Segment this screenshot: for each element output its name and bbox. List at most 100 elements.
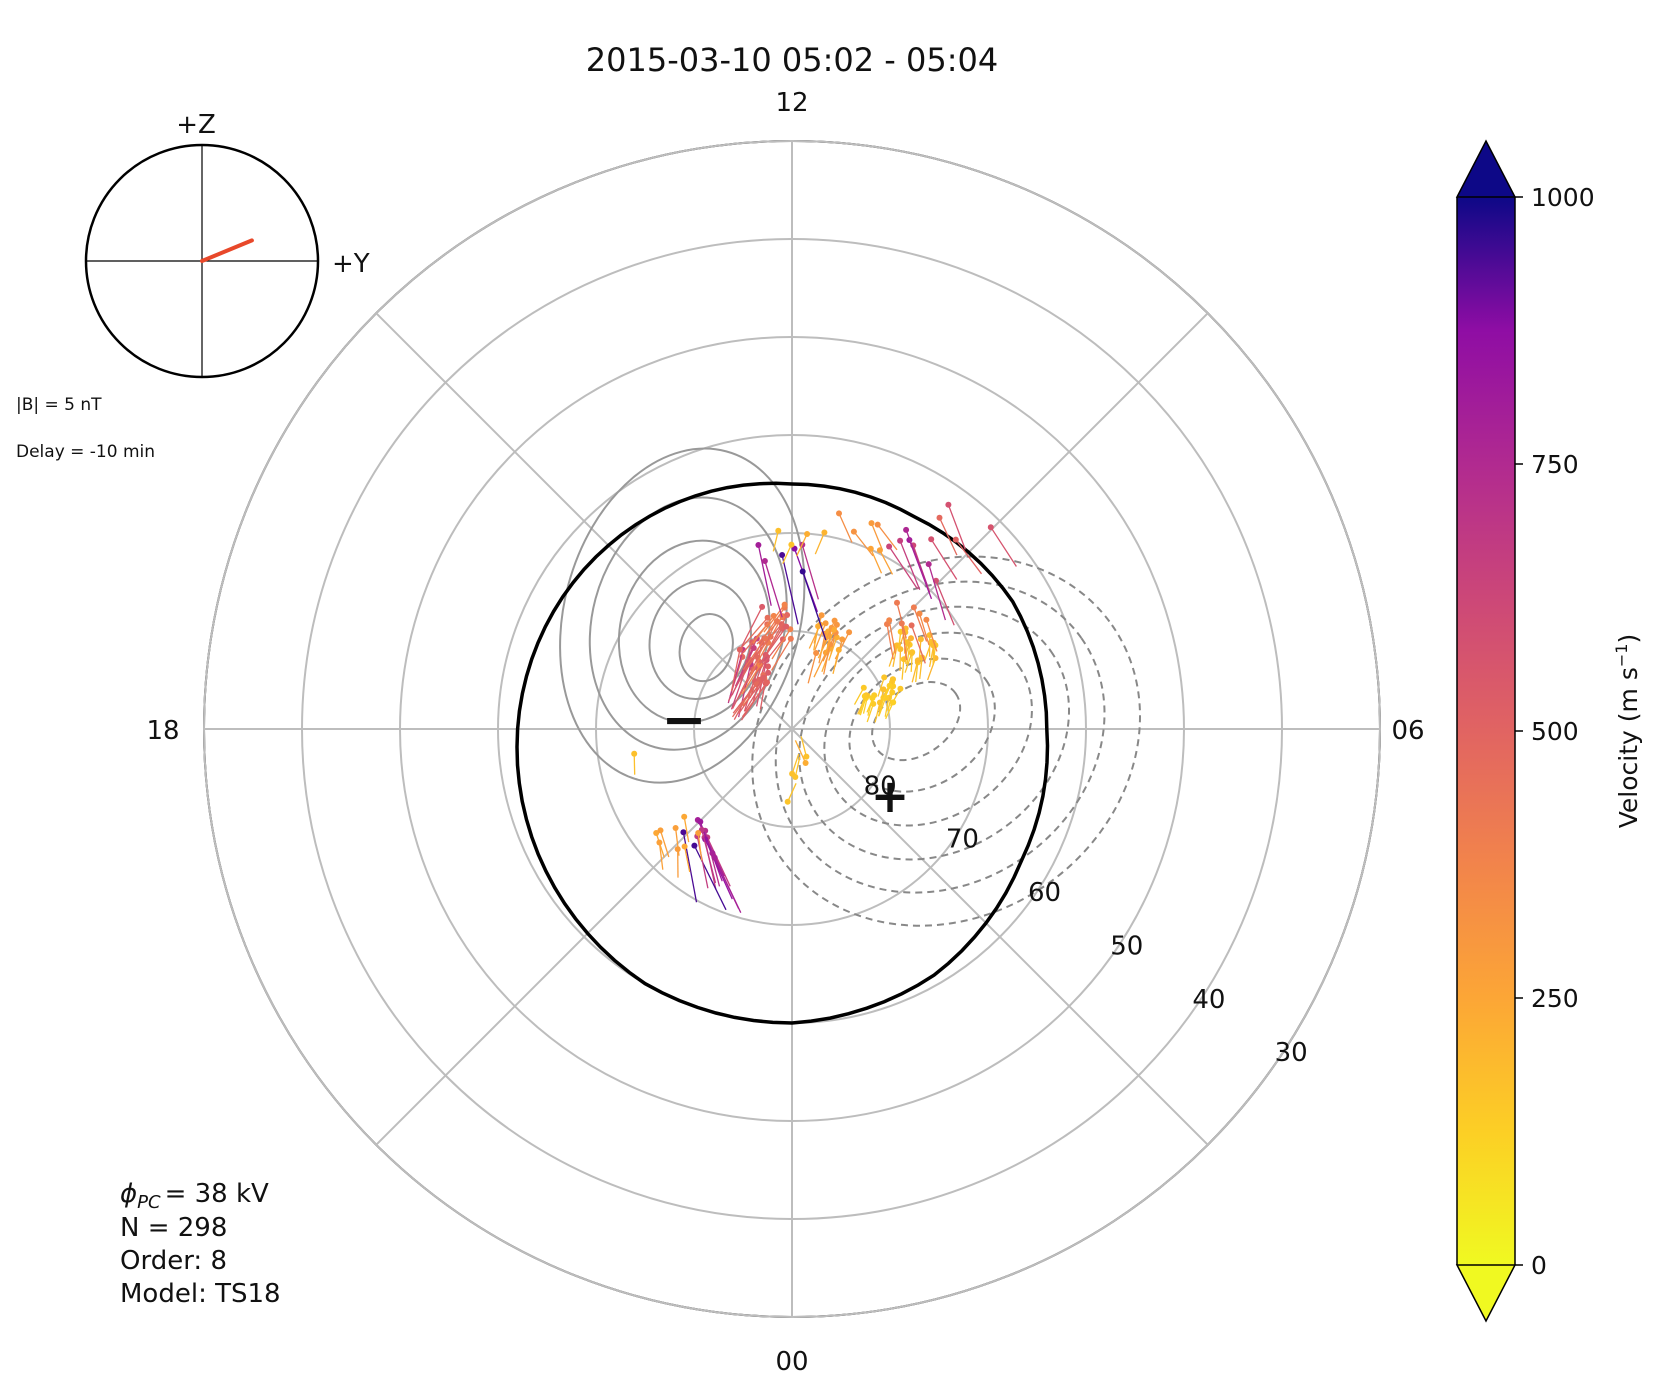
velocity-vector-origin-6-4 [908, 622, 915, 629]
hmb-boundary-line [515, 481, 1050, 1025]
velocity-vector-origin-14-2 [789, 770, 796, 777]
colorbar-tick-label-250: 250 [1531, 984, 1579, 1013]
velocity-vector-7-15 [832, 649, 840, 675]
imf-z-label: +Z [176, 110, 216, 140]
velocity-vector-4-11 [884, 697, 890, 717]
velocity-vector-0-9 [701, 829, 717, 884]
velocity-vector-8-15 [766, 614, 788, 652]
velocity-vector-origin-2-12 [765, 663, 771, 670]
velocity-vector-origin-8-16 [781, 601, 788, 608]
velocity-vector-origin-9-0 [928, 536, 935, 543]
velocity-vector-5-6 [923, 641, 933, 662]
velocity-vector-7-19 [822, 620, 836, 649]
velocity-vector-origin-5-17 [908, 650, 915, 656]
velocity-vector-origin-7-19 [831, 617, 838, 624]
velocity-vector-9-6 [888, 546, 919, 590]
velocity-vector-origin-3-9 [760, 674, 767, 681]
colorbar-extend-max [1455, 139, 1517, 198]
velocity-vector-4-18 [887, 692, 893, 712]
velocity-vector-origin-5-18 [914, 657, 921, 664]
velocity-vector-origin-7-16 [815, 623, 822, 630]
velocity-vector-2-17 [730, 649, 741, 692]
velocity-vector-origin-12-3 [788, 541, 795, 548]
potential-max-marker: + [871, 769, 910, 823]
velocity-vector-7-7 [813, 652, 827, 678]
velocity-vector-15-0 [794, 740, 807, 764]
velocity-vector-origin-3-7 [765, 669, 772, 676]
velocity-vector-origin-5-9 [917, 636, 924, 643]
velocity-vector-1-3 [683, 816, 690, 843]
velocity-vector-origin-6-7 [886, 617, 893, 624]
velocity-vector-10-5 [870, 522, 884, 551]
velocity-vector-11-1 [801, 544, 820, 600]
velocity-vector-0-6 [693, 845, 727, 911]
velocity-vector-8-11 [740, 606, 763, 648]
mlt-label-06: 06 [1391, 716, 1424, 746]
velocity-vector-6-1 [918, 613, 930, 646]
velocity-vector-7-16 [813, 626, 819, 651]
velocity-vector-6-7 [888, 620, 897, 654]
potential-contour-negative-6 [751, 555, 1141, 927]
velocity-vector-9-2 [899, 540, 921, 591]
velocity-vector-origin-7-15 [835, 646, 842, 653]
potential-min-marker: − [661, 688, 706, 751]
velocity-vector-origin-0-4 [697, 818, 704, 825]
colorbar-ticks: 0 250 500 750 1000 [1515, 183, 1595, 1280]
velocity-vector-6-6 [913, 607, 928, 642]
velocity-vector-origin-1-4 [681, 843, 688, 850]
velocity-vector-origin-8-11 [759, 603, 766, 610]
mlt-spoke-3 [791, 312, 1209, 730]
velocity-vector-origin-11-5 [799, 568, 806, 575]
velocity-vector-4-15 [853, 687, 865, 705]
velocity-vector-5-13 [903, 638, 912, 662]
velocity-vector-8-3 [750, 642, 769, 675]
velocity-vectors [631, 501, 1017, 913]
velocity-vector-origin-9-6 [886, 543, 893, 550]
velocity-vector-6-5 [901, 623, 908, 661]
velocity-vector-4-5 [877, 677, 885, 697]
velocity-vector-5-19 [932, 645, 937, 666]
velocity-vector-4-9 [885, 702, 894, 720]
velocity-vector-origin-6-0 [923, 616, 930, 623]
velocity-vector-4-6 [866, 703, 874, 723]
velocity-vector-5-18 [911, 660, 919, 683]
velocity-vector-8-19 [760, 626, 787, 663]
velocity-vector-5-21 [897, 631, 902, 652]
velocity-vector-14-1 [794, 756, 801, 778]
velocity-vector-origin-4-15 [860, 684, 867, 691]
mlt-label-18: 18 [146, 716, 179, 746]
latitude-label-40: 40 [1192, 985, 1225, 1015]
velocity-vector-5-5 [901, 659, 905, 680]
potential-contour-positive-3 [617, 539, 771, 724]
velocity-vector-5-17 [904, 652, 913, 673]
velocity-vector-5-14 [926, 657, 937, 681]
velocity-vector-8-13 [764, 615, 783, 649]
velocity-vector-origin-8-19 [783, 623, 790, 630]
latitude-labels: 80 70 60 50 40 30 [864, 771, 1308, 1068]
velocity-vector-origin-8-18 [762, 635, 769, 642]
imf-y-label: +Y [332, 249, 370, 279]
velocity-vector-5-1 [892, 645, 898, 668]
velocity-vector-5-8 [919, 657, 923, 679]
velocity-vector-origin-13-3 [952, 536, 959, 543]
potential-contour-negative-2 [848, 657, 996, 793]
velocity-vector-origin-6-5 [898, 620, 905, 627]
velocity-vector-4-20 [881, 685, 891, 703]
velocity-vector-origin-13-0 [945, 501, 952, 508]
velocity-vector-origin-1-0 [672, 825, 679, 831]
velocity-vector-4-1 [874, 702, 881, 723]
velocity-vector-origin-10-5 [868, 520, 875, 527]
velocity-vector-0-0 [706, 837, 731, 887]
velocity-vector-14-0 [787, 783, 797, 803]
velocity-vector-8-1 [771, 628, 791, 660]
velocity-vector-origin-4-5 [881, 674, 888, 681]
velocity-vector-9-7 [928, 563, 947, 621]
velocity-vector-6-0 [925, 619, 938, 652]
velocity-vector-origin-10-1 [836, 510, 842, 517]
stats-block: ϕPC = 38 kV N = 298 Order: 8 Model: TS18 [120, 1179, 281, 1309]
velocity-vector-origin-15-0 [802, 760, 809, 766]
velocity-vector-2-15 [727, 659, 752, 702]
velocity-vector-1-4 [683, 846, 691, 873]
velocity-vector-5-0 [906, 644, 911, 665]
